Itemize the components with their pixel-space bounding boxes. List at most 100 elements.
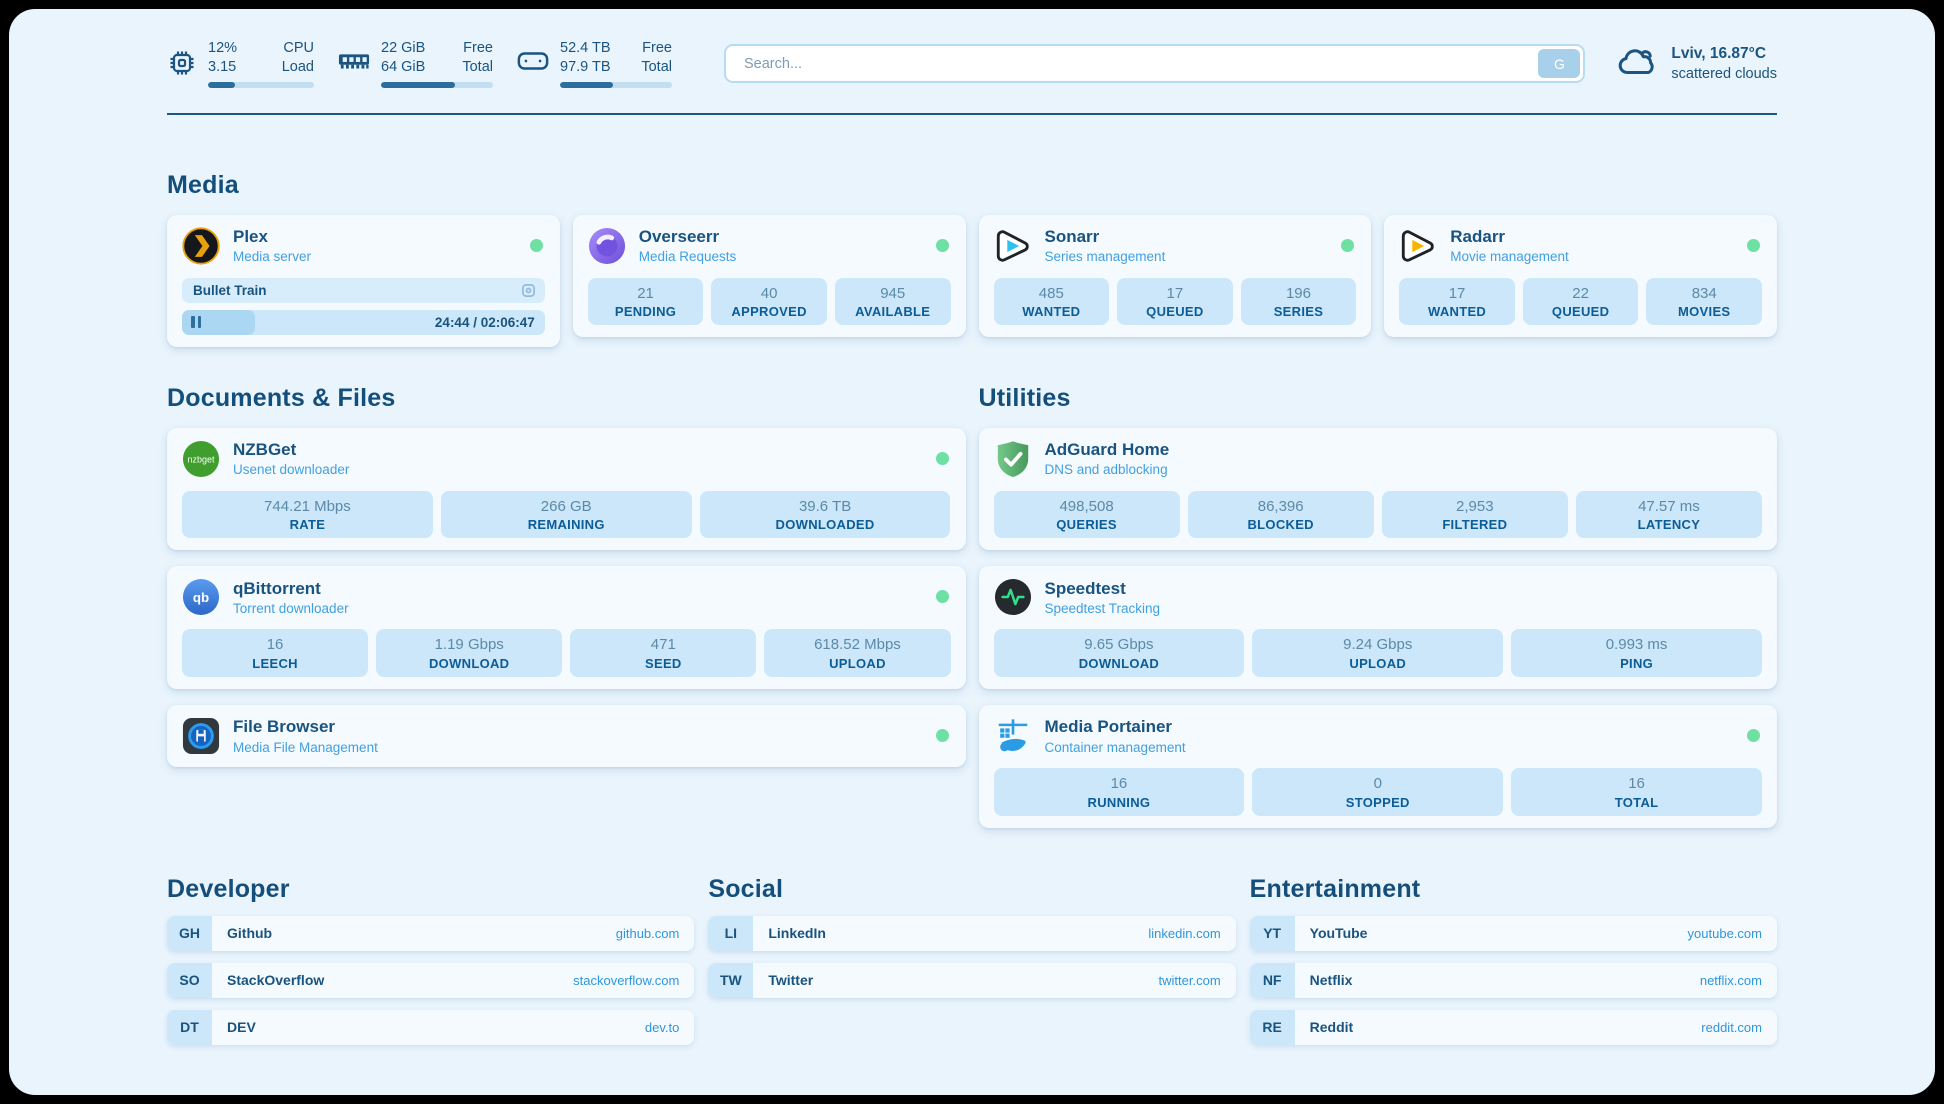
disk-icon — [517, 39, 549, 88]
now-playing-title: Bullet Train — [193, 282, 267, 298]
stat-box: 16 TOTAL — [1511, 768, 1762, 816]
stat-box: 471 SEED — [570, 629, 757, 678]
plex-icon — [182, 227, 220, 265]
link-url: dev.to — [644, 1019, 680, 1035]
service-subtitle: Media Requests — [638, 249, 737, 265]
link-linkedin[interactable]: LI LinkedIn linkedin.com — [708, 915, 1236, 951]
ram-label2: Total — [462, 58, 493, 75]
link-abbr: NF — [1249, 962, 1295, 998]
entertainment-links: Entertainment YT YouTube youtube.com NF … — [1249, 875, 1777, 1045]
stat-box: 16 LEECH — [182, 629, 369, 678]
stat-box: 0 STOPPED — [1252, 768, 1504, 816]
card-nzbget[interactable]: nzbget NZBGet Usenet downloader 744.21 M… — [167, 427, 966, 551]
card-sonarr[interactable]: Sonarr Series management 485 WANTED 17 QUE… — [978, 214, 1372, 338]
stat-box: 0.993 ms PING — [1511, 629, 1762, 678]
status-dot — [1747, 729, 1760, 743]
service-subtitle: Movie management — [1450, 249, 1569, 265]
service-title: qBittorrent — [233, 578, 321, 598]
now-playing-bar: Bullet Train — [182, 277, 545, 303]
service-title: Speedtest — [1044, 578, 1126, 598]
stat-box: 40 APPROVED — [711, 277, 827, 326]
cpu-widget: 12% 3.15 CPU Load — [167, 39, 314, 88]
link-url: linkedin.com — [1148, 925, 1221, 941]
cpu-usage: 12% — [208, 40, 238, 56]
link-twitter[interactable]: TW Twitter twitter.com — [708, 962, 1236, 998]
link-abbr: YT — [1249, 915, 1295, 951]
section-title-social: Social — [708, 874, 784, 903]
card-qbittorrent[interactable]: qb qBittorrent Torrent downloader 16 LEEC… — [167, 566, 966, 690]
cast-icon[interactable] — [521, 283, 536, 298]
svg-text:qb: qb — [193, 591, 209, 606]
disk-label: Free — [642, 40, 672, 56]
stat-box: 17 QUEUED — [1117, 277, 1233, 326]
ram-total: 64 GiB — [381, 58, 426, 75]
card-radarr[interactable]: Radarr Movie management 17 WANTED 22 QUEUE… — [1384, 214, 1777, 338]
service-subtitle: Torrent downloader — [233, 601, 349, 617]
card-speedtest[interactable]: Speedtest Speedtest Tracking 9.65 Gbps DO… — [978, 566, 1777, 690]
cpu-icon — [167, 39, 197, 88]
stat-box: 498,508 QUERIES — [993, 490, 1180, 539]
service-title: NZBGet — [233, 439, 297, 459]
svg-text:nzbget: nzbget — [187, 454, 215, 464]
service-subtitle: Speedtest Tracking — [1044, 601, 1161, 617]
link-name: Netflix — [1309, 972, 1353, 989]
qbittorrent-icon: qb — [182, 578, 220, 616]
stat-box: 9.24 Gbps UPLOAD — [1252, 629, 1504, 678]
card-filebrowser[interactable]: File Browser Media File Management — [167, 705, 966, 768]
playback-time: 24:44 / 02:06:47 — [434, 314, 535, 330]
link-stackoverflow[interactable]: SO StackOverflow stackoverflow.com — [167, 962, 695, 998]
card-plex[interactable]: Plex Media server Bullet Train — [167, 214, 560, 347]
link-github[interactable]: GH Github github.com — [167, 915, 695, 951]
disk-progress-bar — [560, 81, 672, 88]
search-engine-button[interactable]: G — [1538, 49, 1581, 78]
cloud-icon — [1615, 44, 1659, 85]
service-subtitle: Media File Management — [233, 739, 378, 755]
stat-box: 485 WANTED — [993, 277, 1110, 326]
status-dot — [935, 590, 949, 604]
stat-box: 618.52 Mbps UPLOAD — [764, 629, 951, 678]
card-adguard[interactable]: AdGuard Home DNS and adblocking 498,508 Q… — [978, 427, 1777, 551]
section-title-media: Media — [167, 170, 239, 199]
link-name: Twitter — [768, 972, 814, 989]
link-netflix[interactable]: NF Netflix netflix.com — [1249, 962, 1777, 998]
cpu-progress-bar — [208, 81, 314, 88]
link-name: DEV — [227, 1019, 256, 1036]
card-portainer[interactable]: Media Portainer Container management 16 R… — [978, 705, 1777, 828]
developer-links: Developer GH Github github.com SO StackO… — [167, 874, 695, 1045]
link-name: LinkedIn — [768, 925, 826, 942]
link-youtube[interactable]: YT YouTube youtube.com — [1249, 915, 1777, 951]
service-title: Overseerr — [638, 226, 720, 246]
link-abbr: DT — [167, 1009, 212, 1045]
card-overseerr[interactable]: Overseerr Media Requests 21 PENDING 40 APP… — [572, 214, 966, 338]
overseerr-icon — [588, 227, 626, 265]
link-url: youtube.com — [1687, 925, 1762, 941]
weather-widget: Lviv, 16.87°C scattered clouds — [1615, 44, 1777, 85]
status-dot — [935, 729, 949, 743]
status-dot — [935, 451, 949, 465]
link-url: netflix.com — [1699, 972, 1762, 988]
cpu-load-avg: 3.15 — [208, 58, 237, 75]
service-title: Radarr — [1450, 226, 1506, 246]
link-url: reddit.com — [1701, 1019, 1762, 1035]
pause-icon — [191, 316, 201, 329]
topbar-divider — [167, 112, 1777, 115]
stat-box: 17 WANTED — [1399, 277, 1515, 326]
stat-box: 86,396 BLOCKED — [1187, 490, 1374, 539]
adguard-icon — [994, 440, 1032, 478]
disk-label2: Total — [641, 58, 672, 75]
service-title: File Browser — [233, 717, 336, 737]
link-abbr: RE — [1249, 1009, 1295, 1045]
stat-box: 834 MOVIES — [1646, 277, 1762, 326]
section-title-documents: Documents & Files — [167, 383, 396, 412]
section-title-developer: Developer — [167, 874, 290, 903]
service-title: Plex — [233, 226, 268, 246]
search-input[interactable] — [724, 44, 1586, 83]
link-reddit[interactable]: RE Reddit reddit.com — [1249, 1009, 1777, 1045]
sonarr-icon — [994, 227, 1032, 265]
service-subtitle: Container management — [1044, 739, 1186, 755]
service-subtitle: Usenet downloader — [233, 462, 350, 478]
link-dev[interactable]: DT DEV dev.to — [167, 1009, 695, 1045]
stat-box: 21 PENDING — [587, 277, 704, 326]
ram-icon — [338, 39, 370, 88]
filebrowser-icon — [182, 717, 220, 755]
